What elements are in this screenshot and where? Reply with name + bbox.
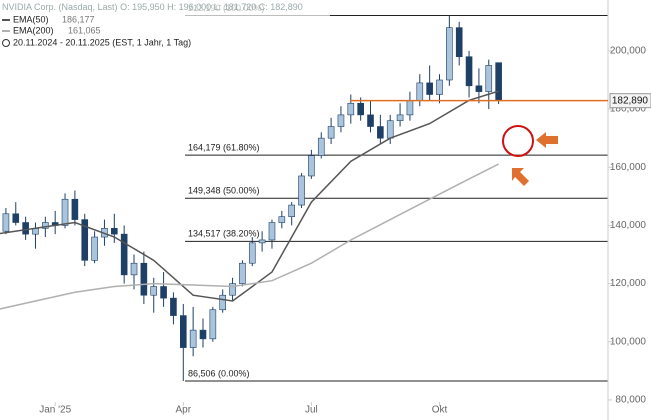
candle-body: [416, 82, 424, 101]
candle-body: [337, 114, 345, 127]
fib-label: 86,506 (0.00%): [188, 368, 250, 378]
candle-body: [298, 175, 305, 206]
ohlc: L: 181,720: [214, 2, 257, 12]
candle-body: [288, 204, 295, 217]
candle-body: [495, 62, 502, 101]
candle-body: [426, 82, 433, 95]
last-price-tag: [609, 93, 651, 109]
candle-body: [91, 236, 98, 261]
candle-body: [219, 294, 227, 311]
candle-body: [357, 102, 364, 116]
candle-body: [140, 262, 148, 296]
x-tick-label: Jul: [305, 405, 318, 416]
ohlc: H: 196,000: [167, 2, 211, 12]
candle-body: [160, 286, 167, 299]
candle-body: [42, 222, 49, 229]
candle-body: [199, 329, 207, 340]
candle-body: [268, 222, 276, 241]
y-tick-label: 80,000: [615, 395, 646, 406]
candle-body: [278, 216, 286, 223]
legend-value: 186,177: [62, 14, 95, 24]
legend: NVIDIA Corp. (Nasdaq, Last) O: 195,950 H…: [0, 0, 330, 50]
ema-line: [0, 163, 499, 310]
y-tick-label: 120,000: [610, 278, 647, 289]
arrow-up-left: [512, 168, 529, 186]
candle-body: [71, 198, 79, 220]
x-tick-label: Apr: [176, 405, 192, 416]
candle-body: [229, 283, 236, 296]
arrow-left: [536, 132, 558, 148]
ema-line: [0, 90, 499, 302]
x-tick-label: Jan '25: [39, 405, 71, 416]
candle-body: [12, 213, 20, 223]
candle-body: [81, 219, 89, 261]
period: 20.11.2024 - 20.11.2025 (EST, 1 Jahr, 1 …: [13, 37, 191, 47]
candle-body: [367, 114, 374, 127]
candle-body: [406, 100, 414, 116]
y-tick-label: 180,000: [610, 104, 647, 115]
annotations: [502, 125, 558, 186]
candle-body: [317, 137, 325, 156]
candle-body: [179, 315, 187, 348]
last-price-label: 182,890: [612, 95, 649, 106]
candle-body: [455, 27, 463, 58]
candle-body: [436, 79, 443, 95]
candle-body: [396, 114, 404, 122]
fib-label: 164,179 (61.80%): [188, 142, 260, 152]
ohlc: O: 195,950: [120, 2, 165, 12]
candle-body: [248, 242, 256, 264]
candle-body: [386, 120, 394, 139]
legend-background: [0, 0, 330, 50]
y-tick-label: 200,000: [610, 46, 647, 57]
y-tick-label: 160,000: [610, 162, 647, 173]
candle-body: [61, 198, 69, 226]
legend-name: EMA(50): [13, 14, 49, 24]
fib-label: 149,348 (50.00%): [188, 186, 260, 196]
candle-body: [465, 56, 473, 87]
header: NVIDIA Corp. (Nasdaq, Last) O: 195,950 H…: [2, 2, 303, 12]
legend-value: 161,065: [68, 25, 101, 35]
ohlc: C: 182,890: [259, 2, 303, 12]
y-tick-label: 140,000: [610, 220, 647, 231]
clock-icon: [2, 39, 10, 47]
candle-body: [209, 309, 217, 340]
candle-body: [111, 228, 118, 235]
candle-body: [2, 213, 10, 232]
candle-body: [446, 27, 453, 81]
candle-body: [347, 102, 355, 116]
candle-body: [150, 286, 158, 296]
candle-body: [130, 262, 138, 276]
candle-body: [377, 126, 384, 139]
candle-body: [308, 155, 315, 177]
instrument: NVIDIA Corp. (Nasdaq, Last): [2, 2, 118, 12]
candle-body: [120, 233, 128, 276]
candle-body: [327, 126, 335, 139]
x-tick-label: Okt: [432, 405, 448, 416]
candle-body: [258, 239, 266, 244]
fib-label: 134,517 (38.20%): [188, 229, 260, 239]
candle-body: [22, 222, 29, 235]
candle-body: [485, 65, 493, 92]
y-tick-label: 100,000: [610, 336, 647, 347]
candle-body: [170, 297, 177, 316]
candle-body: [189, 329, 197, 348]
candle-body: [239, 262, 246, 284]
legend-name: EMA(200): [13, 25, 54, 35]
highlight-circle: [502, 125, 534, 157]
candle-body: [475, 85, 483, 92]
